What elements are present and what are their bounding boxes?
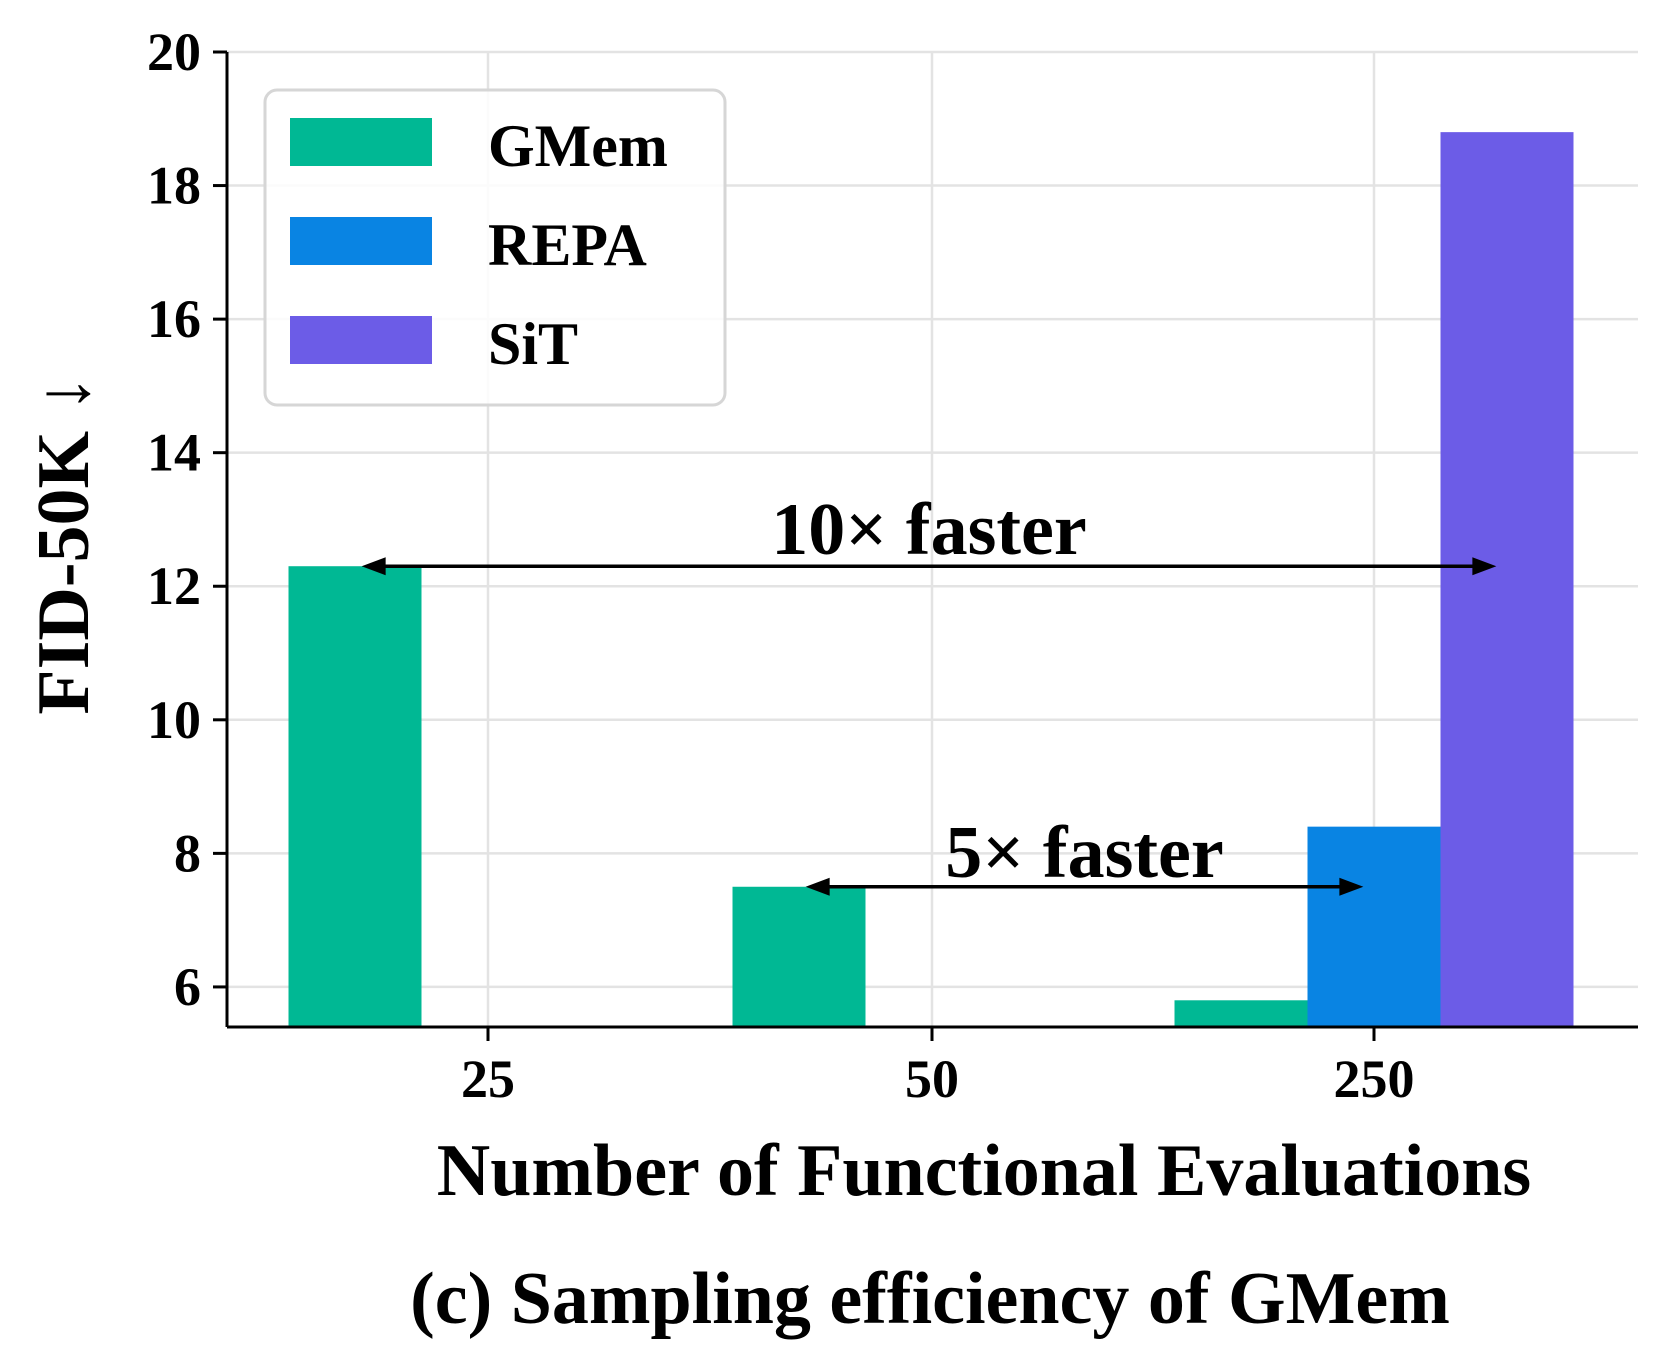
bar-repa-250 <box>1307 826 1441 1027</box>
arrow-10x-left-head <box>361 557 386 576</box>
arrow-5x-left-head <box>805 877 830 896</box>
y-tick-label: 12 <box>147 556 201 616</box>
x-tick-label: 50 <box>905 1049 959 1109</box>
bar-gmem-250 <box>1174 1000 1308 1027</box>
x-tick-label: 25 <box>461 1049 515 1109</box>
bars-layer <box>288 132 1574 1028</box>
arrow-5x-right-head <box>1339 877 1364 896</box>
bar-sit-250 <box>1440 132 1574 1028</box>
arrow-10x-right-head <box>1472 557 1497 576</box>
y-tick-label: 18 <box>147 156 201 216</box>
x-tick-label: 250 <box>1334 1049 1415 1109</box>
annotation-5x-faster: 5× faster <box>945 812 1223 894</box>
legend-label-repa: REPA <box>488 212 647 278</box>
y-tick-label: 10 <box>147 690 201 750</box>
bar-gmem-50 <box>732 886 866 1027</box>
figure-caption: (c) Sampling efficiency of GMem <box>410 1258 1450 1340</box>
y-tick-label: 8 <box>174 823 201 883</box>
x-axis-title: Number of Functional Evaluations <box>437 1130 1531 1212</box>
y-tick-label: 16 <box>147 289 201 349</box>
legend-swatch-sit <box>290 316 432 364</box>
legend: GMem REPA SiT <box>263 88 727 407</box>
y-tick-label: 6 <box>174 957 201 1017</box>
y-tick-label: 20 <box>147 22 201 82</box>
legend-label-sit: SiT <box>488 311 578 377</box>
legend-swatch-repa <box>290 217 432 265</box>
y-tick-label: 14 <box>147 423 201 483</box>
ticks-layer: 6 8 10 12 14 16 18 20 25 50 250 <box>147 22 1415 1109</box>
legend-swatch-gmem <box>290 118 432 166</box>
bar-gmem-25 <box>288 566 422 1027</box>
annotation-10x-faster: 10× faster <box>771 489 1086 571</box>
legend-label-gmem: GMem <box>488 113 668 179</box>
annotations-layer: 10× faster 5× faster <box>361 489 1497 896</box>
y-axis-title: FID-50K ↓ <box>23 375 105 714</box>
